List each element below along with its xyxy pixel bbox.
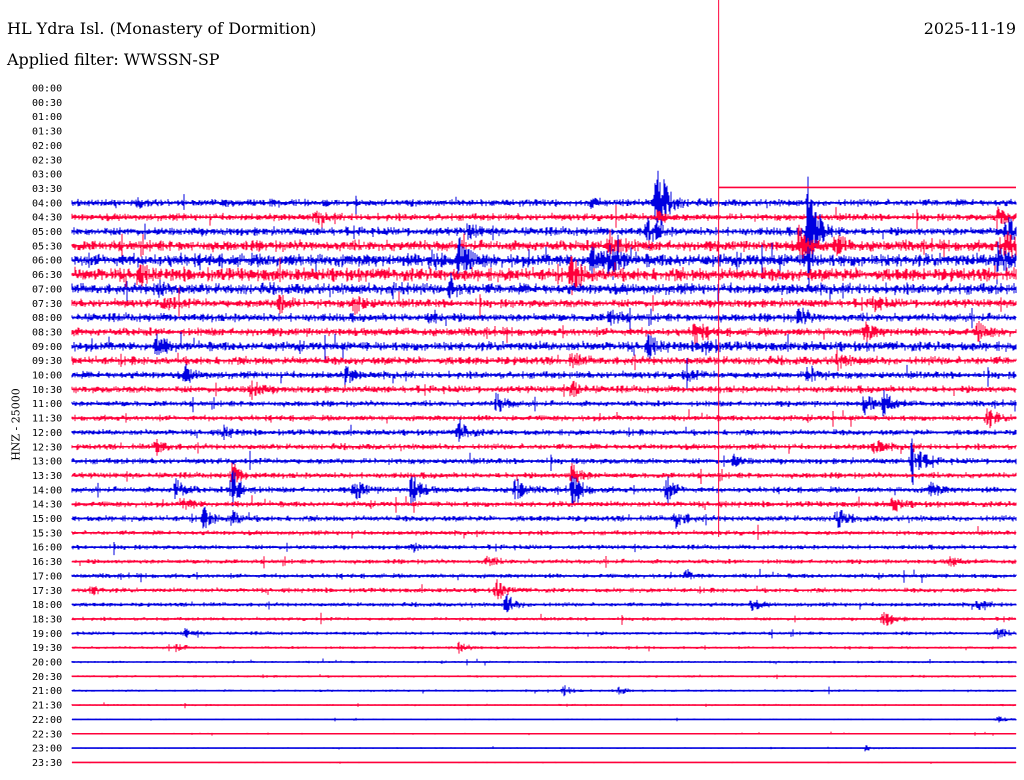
row-tick-label: 10:30 xyxy=(32,385,62,396)
row-tick-label: 18:30 xyxy=(32,614,62,625)
row-tick-label: 01:00 xyxy=(32,112,62,123)
row-tick-label: 14:00 xyxy=(32,485,62,496)
row-tick-label: 11:30 xyxy=(32,414,62,425)
row-tick-label: 20:30 xyxy=(32,672,62,683)
row-tick-label: 08:30 xyxy=(32,327,62,338)
row-tick-label: 03:30 xyxy=(32,184,62,195)
trace-row xyxy=(71,170,1017,239)
trace-row xyxy=(71,506,1017,529)
trace-row xyxy=(71,418,1017,442)
row-tick-label: 23:30 xyxy=(32,758,62,769)
station-title: HL Ydra Isl. (Monastery of Dormition) xyxy=(7,19,317,38)
row-tick-label: 08:00 xyxy=(32,313,62,324)
row-tick-label: 17:00 xyxy=(32,571,62,582)
trace-row xyxy=(71,462,1017,484)
row-tick-label: 17:30 xyxy=(32,586,62,597)
trace-row xyxy=(71,273,1017,302)
row-tick-label: 22:00 xyxy=(32,715,62,726)
row-tick-label: 04:00 xyxy=(32,198,62,209)
row-tick-label: 22:30 xyxy=(32,729,62,740)
trace-row xyxy=(71,287,1017,318)
row-tick-label: 02:00 xyxy=(32,141,62,152)
trace-row xyxy=(71,380,1017,400)
row-tick-label: 12:00 xyxy=(32,428,62,439)
date-label: 2025-11-19 xyxy=(923,19,1016,38)
time-marker xyxy=(718,0,1016,537)
row-tick-label: 20:00 xyxy=(32,658,62,669)
trace-row xyxy=(71,594,1017,613)
row-tick-label: 14:30 xyxy=(32,500,62,511)
row-tick-label: 13:30 xyxy=(32,471,62,482)
trace-row xyxy=(71,542,1017,556)
row-tick-label: 04:30 xyxy=(32,213,62,224)
row-tick-label: 19:00 xyxy=(32,629,62,640)
row-tick-label: 10:00 xyxy=(32,371,62,382)
row-tick-label: 16:30 xyxy=(32,557,62,568)
row-tick-label: 03:00 xyxy=(32,170,62,181)
row-tick-label: 15:30 xyxy=(32,528,62,539)
row-tick-label: 06:00 xyxy=(32,256,62,267)
row-tick-label: 12:30 xyxy=(32,442,62,453)
row-ticks: 00:00 00:30 01:00 01:30 02:00 02:30 03:00 03:30… xyxy=(32,84,62,769)
row-tick-label: 00:00 xyxy=(32,84,62,95)
row-tick-label: 18:00 xyxy=(32,600,62,611)
row-tick-label: 16:00 xyxy=(32,543,62,554)
row-tick-label: 00:30 xyxy=(32,98,62,109)
row-tick-label: 07:30 xyxy=(32,299,62,310)
row-tick-label: 09:00 xyxy=(32,342,62,353)
row-tick-label: 23:00 xyxy=(32,744,62,755)
row-tick-label: 21:30 xyxy=(32,701,62,712)
row-tick-label: 05:30 xyxy=(32,241,62,252)
row-tick-label: 13:00 xyxy=(32,457,62,468)
row-tick-label: 15:00 xyxy=(32,514,62,525)
row-tick-label: 01:30 xyxy=(32,127,62,138)
row-tick-label: 06:30 xyxy=(32,270,62,281)
traces xyxy=(71,170,1017,764)
row-tick-label: 02:30 xyxy=(32,155,62,166)
row-tick-label: 11:00 xyxy=(32,399,62,410)
row-tick-label: 07:00 xyxy=(32,284,62,295)
filter-label: Applied filter: WWSSN-SP xyxy=(7,50,220,69)
trace-row xyxy=(71,579,1017,600)
row-tick-label: 19:30 xyxy=(32,643,62,654)
row-tick-label: 05:00 xyxy=(32,227,62,238)
row-tick-label: 21:00 xyxy=(32,686,62,697)
trace-row xyxy=(71,307,1017,331)
row-tick-label: 09:30 xyxy=(32,356,62,367)
